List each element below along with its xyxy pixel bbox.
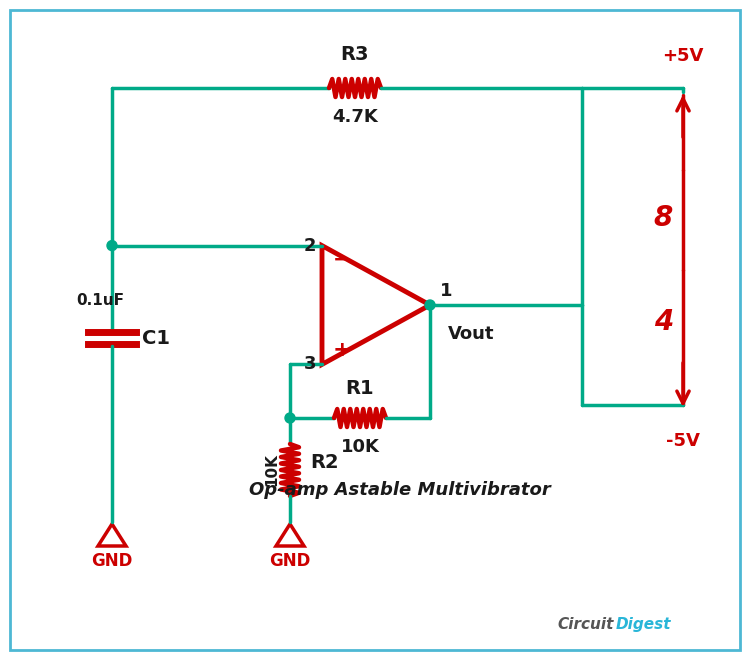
Text: 10K: 10K	[340, 438, 380, 456]
Text: +5V: +5V	[662, 47, 704, 65]
Circle shape	[107, 241, 117, 251]
Text: Digest: Digest	[616, 617, 671, 632]
Text: 4.7K: 4.7K	[332, 108, 378, 126]
Text: −: −	[333, 249, 351, 269]
Text: 2: 2	[304, 236, 316, 255]
Text: Op-amp Astable Multivibrator: Op-amp Astable Multivibrator	[249, 481, 550, 499]
Text: Circuit: Circuit	[557, 617, 614, 632]
Text: 4: 4	[654, 308, 673, 336]
Text: GND: GND	[269, 552, 310, 570]
Circle shape	[285, 413, 295, 423]
Text: 10K: 10K	[265, 453, 280, 486]
Text: -5V: -5V	[666, 432, 700, 450]
Text: 8: 8	[654, 204, 673, 232]
Text: R2: R2	[310, 453, 339, 471]
Text: +: +	[333, 341, 351, 360]
Text: 0.1uF: 0.1uF	[76, 293, 124, 308]
Text: R1: R1	[346, 379, 374, 398]
Circle shape	[425, 300, 435, 310]
Text: GND: GND	[92, 552, 133, 570]
Text: 1: 1	[440, 282, 452, 300]
Text: R3: R3	[340, 45, 369, 64]
Text: 3: 3	[304, 355, 316, 374]
Text: C1: C1	[142, 329, 170, 348]
Text: Vout: Vout	[448, 325, 494, 343]
